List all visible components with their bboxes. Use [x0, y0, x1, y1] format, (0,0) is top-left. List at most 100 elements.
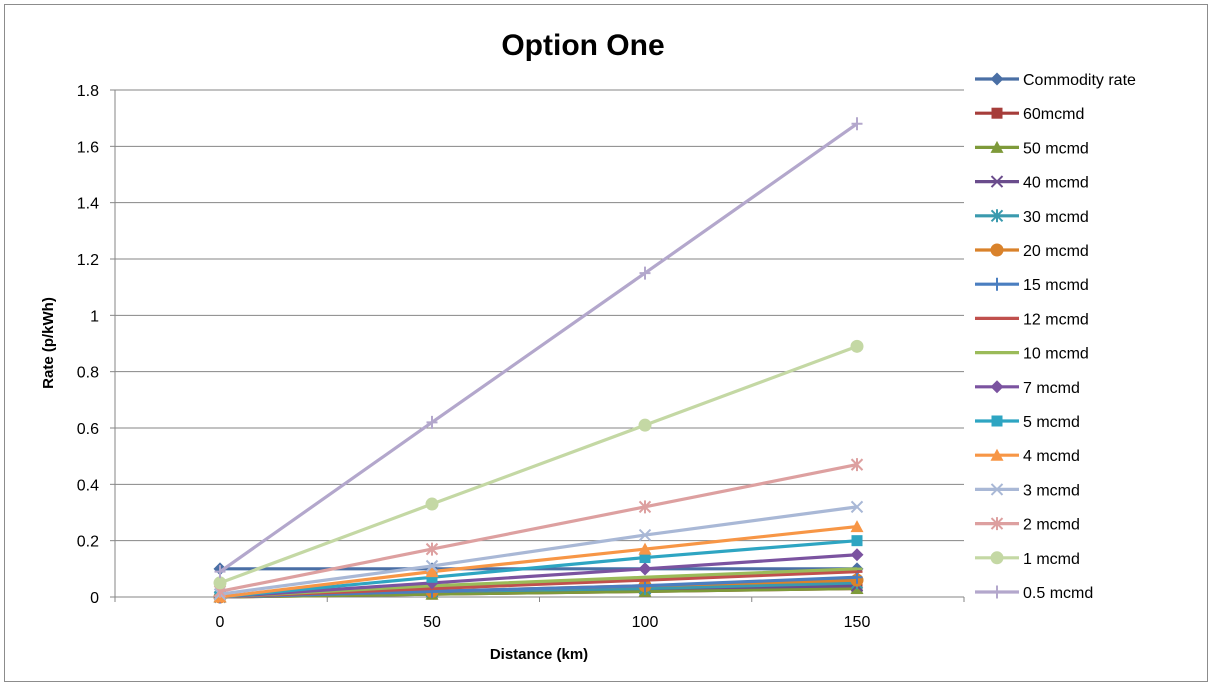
data-point-square: [639, 552, 651, 564]
legend-item: 3 mcmd: [975, 482, 1080, 499]
data-point-triangle: [990, 140, 1004, 153]
data-point-circle: [213, 576, 227, 590]
data-point-x: [990, 175, 1004, 188]
legend-label: 40 mcmd: [1023, 175, 1089, 192]
legend-label: 20 mcmd: [1023, 243, 1089, 260]
y-tick-label: 1.2: [77, 252, 99, 269]
data-point-plus: [991, 585, 1003, 599]
data-point-circle: [638, 418, 652, 432]
series-line: [219, 505, 858, 596]
data-point-x: [425, 559, 439, 573]
data-point-diamond: [990, 72, 1004, 86]
legend-item: 12 mcmd: [975, 311, 1089, 328]
y-tick-label: 0.6: [77, 421, 99, 438]
legend-item: 2 mcmd: [975, 517, 1080, 534]
x-tick-label: 150: [844, 614, 871, 631]
y-axis-ticks: 0 0.2 0.4 0.6 0.8 1 1.2 1.4 1.6 1.8: [77, 83, 115, 607]
legend-item: 10 mcmd: [975, 346, 1089, 363]
legend-label: 2 mcmd: [1023, 517, 1080, 534]
chart-title: Option One: [501, 29, 664, 62]
legend-label: 15 mcmd: [1023, 277, 1089, 294]
series-line: [219, 122, 858, 573]
legend-item: 20 mcmd: [975, 243, 1089, 260]
x-axis-title: Distance (km): [490, 646, 588, 663]
data-point-diamond: [638, 562, 652, 576]
data-point-star: [425, 542, 439, 556]
data-point-circle: [425, 497, 439, 511]
legend-label: 10 mcmd: [1023, 346, 1089, 363]
data-point-star: [990, 517, 1004, 531]
x-tick-label: 100: [632, 614, 659, 631]
series-line: [219, 553, 858, 599]
data-point-circle: [990, 243, 1004, 257]
data-point-triangle: [425, 565, 439, 578]
data-point-diamond: [990, 380, 1004, 394]
x-tick-label: 50: [423, 614, 441, 631]
y-axis-title: Rate (p/kWh): [40, 297, 57, 389]
data-point-plus: [214, 565, 226, 579]
data-point-triangle: [850, 520, 864, 533]
legend-item: 50 mcmd: [975, 140, 1089, 157]
series-line: [219, 463, 858, 593]
legend-label: 0.5 mcmd: [1023, 585, 1093, 602]
legend-label: Commodity rate: [1023, 72, 1136, 89]
legend-label: 30 mcmd: [1023, 209, 1089, 226]
y-tick-label: 0.2: [77, 534, 99, 551]
data-point-triangle: [638, 542, 652, 555]
data-point-square: [426, 571, 438, 583]
y-tick-label: 1: [90, 308, 99, 325]
legend-item: 40 mcmd: [975, 175, 1089, 192]
series: [213, 500, 864, 601]
legend-label: 7 mcmd: [1023, 380, 1080, 397]
data-point-x: [850, 500, 864, 514]
legend-item: 7 mcmd: [975, 380, 1080, 397]
legend-item: 0.5 mcmd: [975, 585, 1093, 602]
data-point-star: [990, 209, 1004, 223]
legend-label: 3 mcmd: [1023, 482, 1080, 499]
data-point-plus: [991, 277, 1003, 291]
series: [214, 117, 863, 579]
x-axis-ticks: 0 50 100 150: [114, 597, 965, 631]
legend-item: 15 mcmd: [975, 277, 1089, 294]
y-tick-label: 0: [90, 590, 99, 607]
data-point-square: [851, 535, 863, 547]
x-tick-label: 0: [216, 614, 225, 631]
y-tick-label: 1.6: [77, 139, 99, 156]
legend-label: 1 mcmd: [1023, 551, 1080, 568]
y-tick-label: 0.8: [77, 365, 99, 382]
legend-item: 4 mcmd: [975, 448, 1080, 465]
legend-item: 1 mcmd: [975, 551, 1080, 568]
data-point-x: [990, 483, 1004, 496]
legend-item: 30 mcmd: [975, 209, 1089, 226]
data-point-plus: [426, 415, 438, 429]
data-point-star: [850, 458, 864, 472]
y-tick-label: 1.4: [77, 196, 99, 213]
legend-label: 12 mcmd: [1023, 311, 1089, 328]
data-point-diamond: [850, 548, 864, 562]
y-tick-label: 0.4: [77, 477, 99, 494]
series: [213, 520, 864, 603]
data-point-square: [991, 415, 1003, 427]
data-point-x: [638, 528, 652, 542]
data-point-circle: [850, 339, 864, 353]
data-point-plus: [851, 117, 863, 131]
legend-item: 60mcmd: [975, 106, 1084, 123]
data-point-circle: [990, 551, 1004, 565]
series-line: [219, 524, 858, 599]
legend-label: 60mcmd: [1023, 106, 1084, 123]
legend-item: Commodity rate: [975, 72, 1136, 89]
legend-label: 50 mcmd: [1023, 140, 1089, 157]
data-point-square: [991, 107, 1003, 119]
legend-item: 5 mcmd: [975, 414, 1080, 431]
data-point-triangle: [990, 448, 1004, 461]
legend-label: 4 mcmd: [1023, 448, 1080, 465]
legend-label: 5 mcmd: [1023, 414, 1080, 431]
series-group: [213, 117, 864, 604]
series: [213, 339, 864, 590]
gridlines: [115, 89, 964, 542]
data-point-star: [638, 500, 652, 514]
data-point-plus: [639, 266, 651, 280]
series-line: [219, 539, 858, 599]
series-line: [219, 344, 858, 585]
